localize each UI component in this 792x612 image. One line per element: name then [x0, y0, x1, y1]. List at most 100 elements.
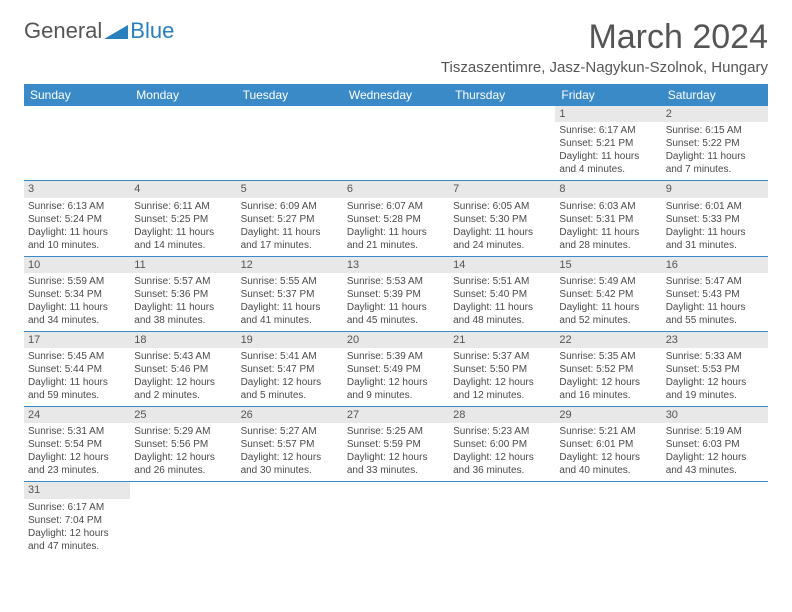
logo: General Blue: [24, 18, 174, 44]
calendar-day-cell: 19 Sunrise: 5:41 AMSunset: 5:47 PMDayligh…: [237, 331, 343, 406]
day-sunrise: Sunrise: 5:59 AM: [28, 275, 126, 288]
day-sunset: Sunset: 5:37 PM: [241, 288, 339, 301]
day-day2: and 12 minutes.: [453, 389, 551, 402]
day-number: 17: [24, 332, 130, 348]
day-sunset: Sunset: 5:52 PM: [559, 363, 657, 376]
day-day1: Daylight: 11 hours: [347, 226, 445, 239]
day-sunset: Sunset: 5:39 PM: [347, 288, 445, 301]
day-day1: Daylight: 11 hours: [28, 301, 126, 314]
day-day1: Daylight: 11 hours: [28, 226, 126, 239]
day-sunrise: Sunrise: 6:17 AM: [28, 501, 126, 514]
calendar-day-cell: 12Sunrise: 5:55 AMSunset: 5:37 PMDayligh…: [237, 256, 343, 331]
day-sunset: Sunset: 6:00 PM: [453, 438, 551, 451]
day-day1: Daylight: 11 hours: [453, 301, 551, 314]
day-day1: Daylight: 11 hours: [134, 301, 232, 314]
day-day2: and 16 minutes.: [559, 389, 657, 402]
logo-text-2: Blue: [130, 18, 174, 44]
day-day2: and 26 minutes.: [134, 464, 232, 477]
day-number: 7: [449, 181, 555, 197]
day-number: 31: [24, 482, 130, 498]
day-sunrise: Sunrise: 5:51 AM: [453, 275, 551, 288]
calendar-day-cell: [237, 106, 343, 181]
day-day1: Daylight: 11 hours: [28, 376, 126, 389]
day-number: 21: [449, 332, 555, 348]
calendar-day-cell: 1Sunrise: 6:17 AMSunset: 5:21 PMDaylight…: [555, 106, 661, 181]
day-sunset: Sunset: 5:47 PM: [241, 363, 339, 376]
day-sunset: Sunset: 5:28 PM: [347, 213, 445, 226]
day-day1: Daylight: 11 hours: [666, 226, 764, 239]
day-day2: and 19 minutes.: [666, 389, 764, 402]
calendar-day-cell: 5Sunrise: 6:09 AMSunset: 5:27 PMDaylight…: [237, 181, 343, 256]
day-number: 22: [555, 332, 661, 348]
calendar-day-cell: [449, 106, 555, 181]
day-day1: Daylight: 12 hours: [453, 451, 551, 464]
day-sunset: Sunset: 5:53 PM: [666, 363, 764, 376]
calendar-day-cell: 16Sunrise: 5:47 AMSunset: 5:43 PMDayligh…: [662, 256, 768, 331]
day-sunrise: Sunrise: 5:47 AM: [666, 275, 764, 288]
day-number: 24: [24, 407, 130, 423]
day-sunrise: Sunrise: 6:07 AM: [347, 200, 445, 213]
weekday-header: Sunday: [24, 84, 130, 106]
day-number: 27: [343, 407, 449, 423]
day-number: 10: [24, 257, 130, 273]
day-number: 11: [130, 257, 236, 273]
day-sunset: Sunset: 5:42 PM: [559, 288, 657, 301]
day-day1: Daylight: 11 hours: [559, 226, 657, 239]
calendar-week-row: 1Sunrise: 6:17 AMSunset: 5:21 PMDaylight…: [24, 106, 768, 181]
day-sunrise: Sunrise: 5:35 AM: [559, 350, 657, 363]
day-sunset: Sunset: 5:33 PM: [666, 213, 764, 226]
calendar-day-cell: [449, 482, 555, 557]
calendar-day-cell: [343, 482, 449, 557]
day-sunrise: Sunrise: 5:37 AM: [453, 350, 551, 363]
day-day1: Daylight: 12 hours: [666, 376, 764, 389]
day-day2: and 21 minutes.: [347, 239, 445, 252]
day-day1: Daylight: 11 hours: [241, 226, 339, 239]
day-sunset: Sunset: 5:59 PM: [347, 438, 445, 451]
day-day2: and 34 minutes.: [28, 314, 126, 327]
day-sunset: Sunset: 5:43 PM: [666, 288, 764, 301]
day-number: 19: [237, 332, 343, 348]
day-sunrise: Sunrise: 5:41 AM: [241, 350, 339, 363]
weekday-header: Tuesday: [237, 84, 343, 106]
day-day1: Daylight: 12 hours: [241, 451, 339, 464]
day-sunrise: Sunrise: 5:33 AM: [666, 350, 764, 363]
day-day2: and 14 minutes.: [134, 239, 232, 252]
day-sunset: Sunset: 7:04 PM: [28, 514, 126, 527]
header: General Blue March 2024 Tiszaszentimre, …: [24, 18, 768, 76]
calendar-day-cell: [237, 482, 343, 557]
day-day2: and 33 minutes.: [347, 464, 445, 477]
calendar-day-cell: [130, 482, 236, 557]
day-number: 12: [237, 257, 343, 273]
calendar-day-cell: 26Sunrise: 5:27 AMSunset: 5:57 PMDayligh…: [237, 407, 343, 482]
day-sunset: Sunset: 5:49 PM: [347, 363, 445, 376]
calendar-day-cell: 28Sunrise: 5:23 AMSunset: 6:00 PMDayligh…: [449, 407, 555, 482]
day-day1: Daylight: 11 hours: [453, 226, 551, 239]
calendar-day-cell: [555, 482, 661, 557]
day-day1: Daylight: 12 hours: [453, 376, 551, 389]
day-sunrise: Sunrise: 6:05 AM: [453, 200, 551, 213]
day-number: 16: [662, 257, 768, 273]
day-number: 28: [449, 407, 555, 423]
day-day2: and 55 minutes.: [666, 314, 764, 327]
calendar-day-cell: 29Sunrise: 5:21 AMSunset: 6:01 PMDayligh…: [555, 407, 661, 482]
day-day2: and 31 minutes.: [666, 239, 764, 252]
day-day1: Daylight: 12 hours: [241, 376, 339, 389]
day-sunset: Sunset: 5:27 PM: [241, 213, 339, 226]
day-sunset: Sunset: 5:24 PM: [28, 213, 126, 226]
day-number: 14: [449, 257, 555, 273]
weekday-header: Friday: [555, 84, 661, 106]
weekday-header: Monday: [130, 84, 236, 106]
day-day2: and 5 minutes.: [241, 389, 339, 402]
calendar-day-cell: 11Sunrise: 5:57 AMSunset: 5:36 PMDayligh…: [130, 256, 236, 331]
day-day2: and 41 minutes.: [241, 314, 339, 327]
day-sunrise: Sunrise: 5:53 AM: [347, 275, 445, 288]
day-number: 5: [237, 181, 343, 197]
day-number: 9: [662, 181, 768, 197]
calendar-day-cell: 27Sunrise: 5:25 AMSunset: 5:59 PMDayligh…: [343, 407, 449, 482]
month-title: March 2024: [441, 18, 768, 57]
day-sunrise: Sunrise: 5:55 AM: [241, 275, 339, 288]
day-sunset: Sunset: 6:01 PM: [559, 438, 657, 451]
day-day1: Daylight: 11 hours: [134, 226, 232, 239]
day-number: 25: [130, 407, 236, 423]
day-sunset: Sunset: 5:21 PM: [559, 137, 657, 150]
